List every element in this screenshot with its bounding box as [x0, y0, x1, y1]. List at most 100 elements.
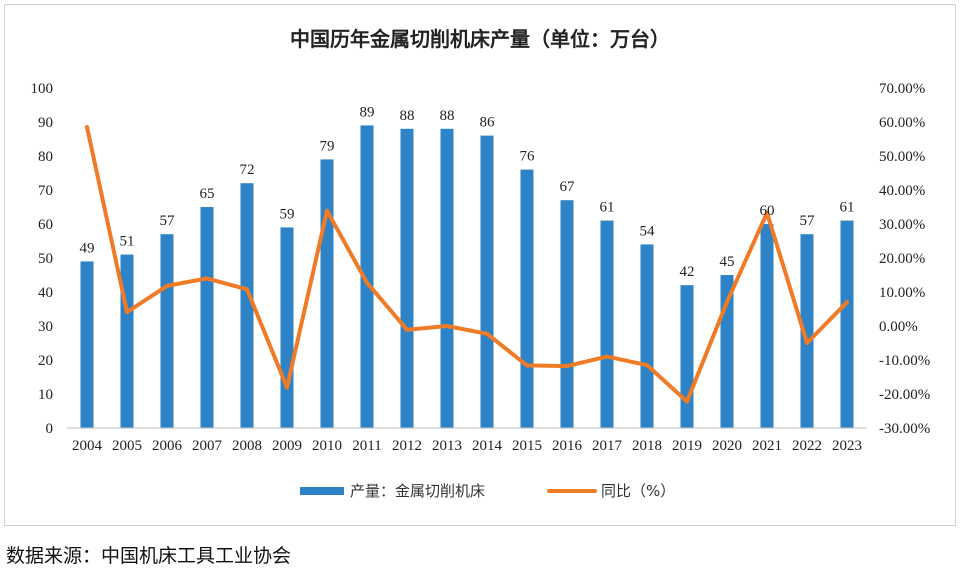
bar-value-label: 49 [80, 240, 95, 256]
bar [840, 220, 854, 428]
bar [520, 169, 534, 428]
bar [280, 227, 294, 428]
x-tick-label: 2005 [112, 438, 142, 454]
y-left-tick-label: 30 [38, 319, 53, 335]
bar-value-label: 42 [680, 264, 695, 280]
bar-value-label: 61 [600, 200, 615, 216]
bar-value-label: 54 [640, 223, 656, 239]
y-right-tick-label: -10.00% [879, 353, 930, 369]
bar [640, 244, 654, 428]
yoy-point [445, 324, 449, 328]
y-left-tick-label: 50 [38, 251, 53, 267]
x-tick-label: 2018 [632, 438, 662, 454]
x-tick-label: 2020 [712, 438, 742, 454]
y-right-tick-label: 40.00% [879, 183, 925, 199]
bar [400, 128, 414, 429]
yoy-point [725, 299, 729, 304]
y-left-tick-label: 0 [46, 421, 54, 437]
source-note: 数据来源：中国机床工具工业协会 [6, 545, 292, 567]
x-tick-label: 2021 [752, 438, 782, 454]
x-tick-label: 2014 [472, 438, 503, 454]
bar-value-label: 88 [440, 108, 455, 124]
y-right-tick-label: 0.00% [879, 319, 918, 335]
bar-value-label: 57 [160, 213, 176, 229]
bar-value-label: 61 [840, 200, 855, 216]
yoy-point [125, 310, 129, 315]
bar [600, 220, 614, 428]
bar [200, 207, 214, 428]
yoy-point [605, 354, 609, 359]
x-tick-label: 2016 [552, 438, 583, 454]
bar-value-label: 76 [520, 149, 536, 165]
yoy-line [85, 125, 849, 404]
y-left-tick-label: 60 [38, 217, 53, 233]
yoy-point [565, 364, 569, 369]
x-tick-label: 2004 [72, 438, 103, 454]
bar [360, 125, 374, 429]
legend-bar-label: 产量：金属切削机床 [350, 482, 485, 500]
bar-value-label: 86 [480, 115, 496, 131]
yoy-point [685, 399, 689, 404]
bar-value-label: 65 [200, 186, 215, 202]
bar [800, 234, 814, 428]
yoy-point [85, 125, 89, 130]
bar-value-label: 57 [800, 213, 816, 229]
x-tick-label: 2009 [272, 438, 302, 454]
y-left-tick-label: 70 [38, 183, 53, 199]
bar-value-label: 59 [280, 206, 295, 222]
bar [760, 224, 774, 428]
chart-frame: 中国历年金属切削机床产量（单位：万台） 0 10 20 30 40 50 60 70 80 90 1… [4, 4, 956, 526]
x-tick-label: 2012 [392, 438, 422, 454]
x-tick-label: 2013 [432, 438, 462, 454]
legend-bar-swatch [300, 487, 344, 495]
y-right-tick-label: 50.00% [879, 149, 925, 165]
bar-value-label: 67 [560, 179, 576, 195]
legend-line-label: 同比（%） [601, 482, 675, 500]
bar-value-label: 79 [320, 138, 335, 154]
x-tick-label: 2010 [312, 438, 342, 454]
x-tick-label: 2017 [592, 438, 623, 454]
x-tick-label: 2023 [832, 438, 862, 454]
y-left-tick-label: 40 [38, 285, 53, 301]
yoy-point [325, 208, 329, 213]
bar-value-label: 51 [120, 234, 135, 250]
y-left-tick-label: 80 [38, 149, 53, 165]
bar-value-label: 45 [720, 254, 735, 270]
y-right-tick-label: -20.00% [879, 387, 930, 403]
x-tick-label: 2022 [792, 438, 822, 454]
yoy-point [165, 283, 169, 288]
y-right-tick-label: 30.00% [879, 217, 925, 233]
y-right-tick-label: 10.00% [879, 285, 925, 301]
y-left-tick-label: 90 [38, 115, 53, 131]
yoy-point [805, 341, 809, 345]
yoy-point [485, 331, 489, 336]
yoy-point [765, 210, 769, 215]
y-left-tick-label: 10 [38, 387, 53, 403]
y-left-tick-label: 100 [31, 81, 54, 97]
yoy-point [845, 300, 849, 305]
yoy-point [645, 363, 649, 368]
bar [440, 128, 454, 429]
bar [320, 159, 334, 428]
yoy-point [205, 276, 209, 281]
yoy-point [525, 363, 529, 368]
x-tick-label: 2007 [192, 438, 223, 454]
x-tick-label: 2015 [512, 438, 542, 454]
y-right-tick-label: 60.00% [879, 115, 925, 131]
bar [160, 234, 174, 428]
x-tick-label: 2008 [232, 438, 262, 454]
yoy-point [245, 287, 249, 292]
x-tick-label: 2011 [352, 438, 381, 454]
yoy-point [405, 327, 409, 332]
bar-value-label: 60 [760, 203, 775, 219]
bar [680, 285, 694, 428]
chart-title: 中国历年金属切削机床产量（单位：万台） [290, 27, 670, 51]
bar [560, 200, 574, 428]
bar [240, 183, 254, 428]
bar-value-label: 88 [400, 108, 415, 124]
bar [80, 261, 94, 428]
yoy-point [365, 280, 369, 285]
yoy-point [285, 385, 289, 390]
chart-canvas: 中国历年金属切削机床产量（单位：万台） 0 10 20 30 40 50 60 70 80 90 1… [31, 27, 931, 500]
y-right-tick-label: 20.00% [879, 251, 925, 267]
